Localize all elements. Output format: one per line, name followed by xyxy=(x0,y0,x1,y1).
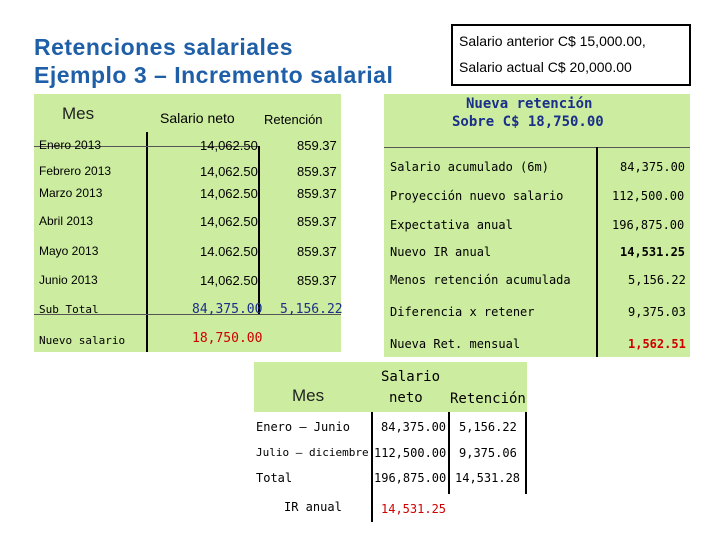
right-row-value: 5,156.22 xyxy=(628,273,686,287)
nuevo-salario-value: 18,750.00 xyxy=(192,331,263,346)
summary-row-salario: 112,500.00 xyxy=(374,446,447,460)
row-salario: 14,062.50 xyxy=(200,186,258,201)
grid-line xyxy=(34,314,341,315)
grid-line xyxy=(146,132,148,352)
grid-line xyxy=(525,412,527,494)
row-retencion: 859.37 xyxy=(297,214,337,229)
right-header-line1: Nueva retención xyxy=(466,96,593,112)
grid-line xyxy=(384,147,690,148)
previous-salary-text: Salario anterior C$ 15,000.00, xyxy=(459,33,646,49)
row-retencion: 859.37 xyxy=(297,244,337,259)
current-salary-text: Salario actual C$ 20,000.00 xyxy=(459,59,632,75)
summary-row-retencion: 9,375.06 xyxy=(459,446,517,460)
grid-line xyxy=(371,412,373,522)
summary-header-salario: Salario xyxy=(381,369,441,385)
row-salario: 14,062.50 xyxy=(200,214,258,229)
nuevo-salario-label: Nuevo salario xyxy=(39,334,126,347)
summary-row-retencion: 14,531.28 xyxy=(455,471,521,485)
summary-table: Mes Salario neto Retención Enero – Junio… xyxy=(254,362,527,522)
summary-row-salario: 196,875.00 xyxy=(374,471,447,485)
summary-row-mes: Julio – diciembre xyxy=(256,446,369,459)
page-subtitle: Ejemplo 3 – Incremento salarial xyxy=(34,62,394,88)
row-salario: 14,062.50 xyxy=(200,273,258,288)
grid-line xyxy=(448,412,450,494)
right-row-label: Nuevo IR anual xyxy=(390,245,492,259)
grid-line xyxy=(34,146,258,147)
row-retencion: 859.37 xyxy=(297,273,337,288)
right-row-value: 112,500.00 xyxy=(612,189,685,203)
right-header-line2: Sobre C$ 18,750.00 xyxy=(452,114,604,130)
right-row-label: Proyección nuevo salario xyxy=(390,189,564,203)
row-mes: Junio 2013 xyxy=(39,273,98,287)
row-salario: 14,062.50 xyxy=(200,164,258,179)
summary-table-header xyxy=(254,362,527,412)
left-table: Mes Salario neto Retención Enero 2013 14… xyxy=(34,94,343,352)
right-row-value: 9,375.03 xyxy=(628,305,686,319)
right-row-label: Menos retención acumulada xyxy=(390,273,571,287)
summary-header-neto: neto xyxy=(389,390,423,406)
row-mes: Febrero 2013 xyxy=(39,164,112,178)
summary-header-retencion: Retención xyxy=(450,391,526,407)
right-row-label: Salario acumulado (6m) xyxy=(390,160,549,174)
row-salario: 14.062.50 xyxy=(200,244,258,259)
header-mes: Mes xyxy=(62,104,95,123)
row-mes: Enero 2013 xyxy=(39,138,102,152)
summary-header-mes: Mes xyxy=(292,386,325,405)
summary-row-retencion: 5,156.22 xyxy=(459,420,517,434)
right-row-label: Expectativa anual xyxy=(390,218,513,232)
summary-row-mes: Total xyxy=(256,471,293,485)
ir-anual-value: 14,531.25 xyxy=(381,502,447,516)
summary-row-salario: 84,375.00 xyxy=(381,420,447,434)
right-row-label: Diferencia x retener xyxy=(390,305,535,319)
right-table: Nueva retención Sobre C$ 18,750.00 Salar… xyxy=(384,94,690,357)
row-mes: Abril 2013 xyxy=(39,214,94,228)
header-salario-neto: Salario neto xyxy=(160,110,235,126)
ir-anual-label: IR anual xyxy=(284,500,342,514)
salary-info-box: Salario anterior C$ 15,000.00, Salario a… xyxy=(451,24,691,86)
row-retencion: 859.37 xyxy=(297,164,337,179)
right-row-value: 14,531.25 xyxy=(620,245,686,259)
right-row-value: 84,375.00 xyxy=(620,160,686,174)
row-mes: Marzo 2013 xyxy=(39,186,103,200)
right-row-value: 1,562.51 xyxy=(628,337,686,351)
grid-line xyxy=(596,147,598,357)
page-title: Retenciones salariales xyxy=(34,34,294,60)
row-retencion: 859.37 xyxy=(297,138,337,153)
row-retencion: 859.37 xyxy=(297,186,337,201)
row-salario: 14,062.50 xyxy=(200,138,258,153)
header-retencion: Retención xyxy=(264,112,323,127)
grid-line xyxy=(258,146,260,314)
right-row-value: 196,875.00 xyxy=(612,218,685,232)
subtotal-retencion: 5,156.22 xyxy=(280,302,343,317)
subtotal-label: Sub Total xyxy=(39,303,99,316)
row-mes: Mayo 2013 xyxy=(39,244,99,258)
right-row-label: Nueva Ret. mensual xyxy=(390,337,521,351)
subtotal-salario: 84,375.00 xyxy=(192,302,263,317)
summary-row-mes: Enero – Junio xyxy=(256,420,350,434)
